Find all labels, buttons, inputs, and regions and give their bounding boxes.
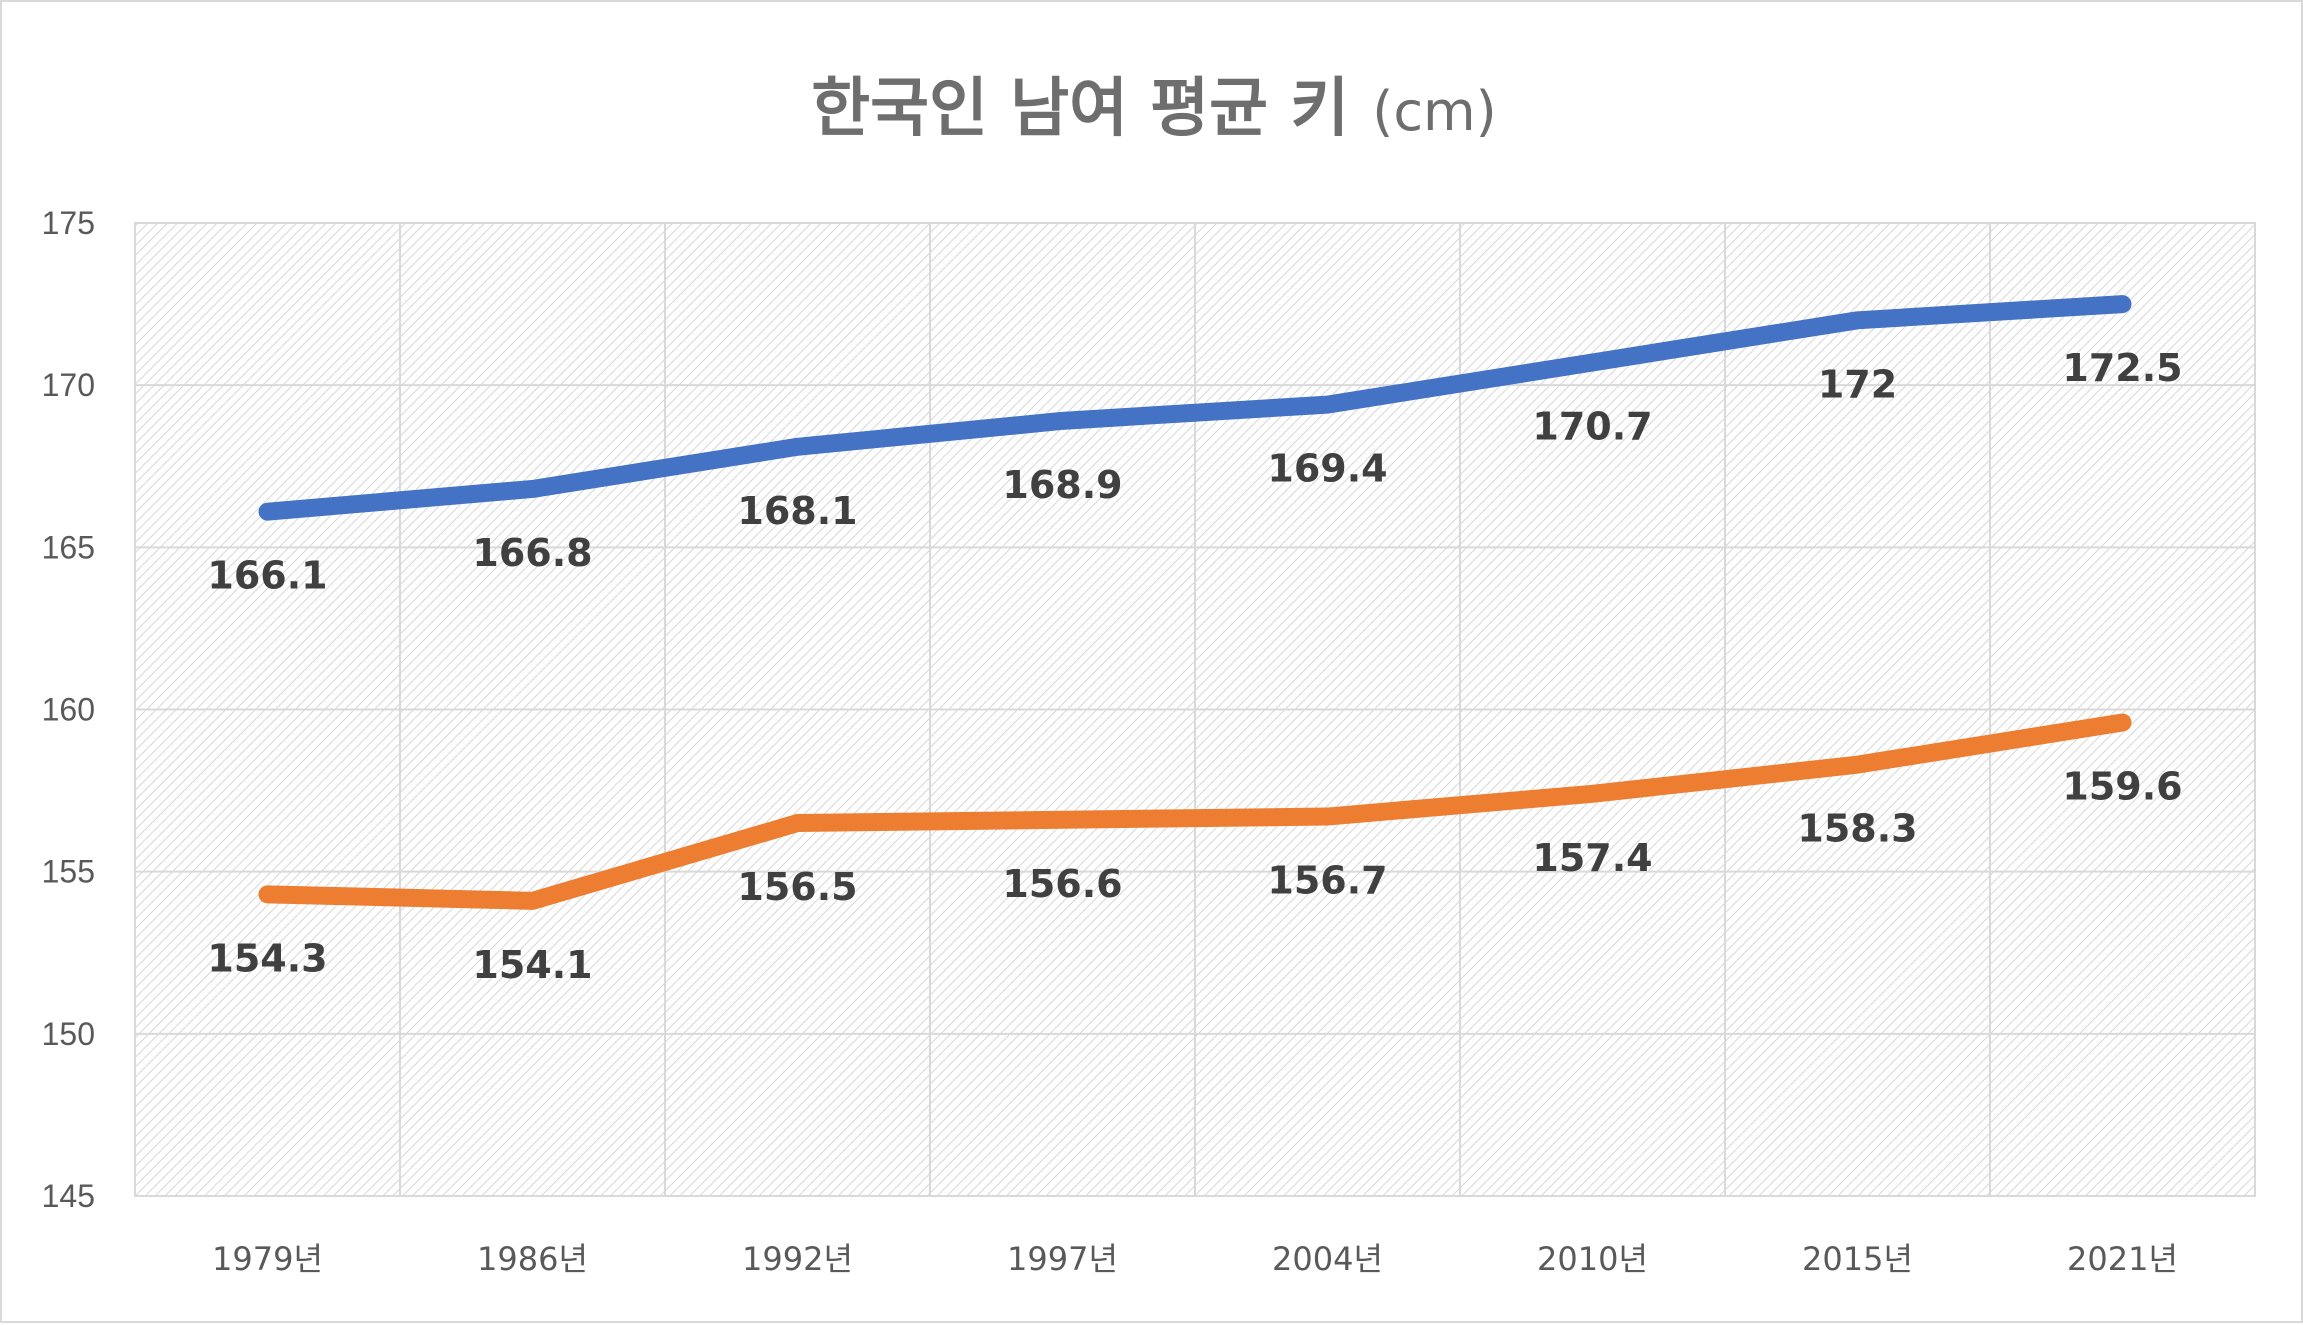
data-label: 156.7 [1267, 859, 1387, 903]
y-tick-label: 175 [42, 205, 95, 241]
data-labels: 166.1 166.8 168.1 168.9 169.4 170.7 172 172.5 15… [207, 346, 2182, 987]
data-label: 154.1 [472, 943, 592, 987]
chart-title-unit: (cm) [1372, 80, 1496, 143]
y-tick-label: 170 [42, 367, 95, 403]
data-label: 159.6 [2062, 764, 2182, 808]
y-tick-label: 150 [42, 1016, 95, 1052]
x-axis: 1979년 1986년 1992년 1997년 2004년 2010년 2015년 2021년 [212, 1240, 2178, 1278]
y-tick-label: 165 [42, 529, 95, 565]
data-label: 170.7 [1532, 404, 1652, 448]
x-tick-label: 2021년 [2067, 1240, 2178, 1278]
series-lines [258, 295, 2132, 910]
y-tick-label: 145 [42, 1178, 95, 1214]
y-tick-label: 160 [42, 692, 95, 728]
x-tick-label: 1992년 [742, 1240, 853, 1278]
data-label: 156.5 [737, 865, 857, 909]
series-line-2 [258, 713, 2132, 910]
data-label: 158.3 [1797, 807, 1917, 851]
data-label: 172.5 [2062, 346, 2182, 390]
x-tick-label: 2015년 [1802, 1240, 1913, 1278]
data-label: 172 [1818, 362, 1897, 406]
x-tick-label: 2004년 [1272, 1240, 1383, 1278]
chart-title-main: 한국인 남여 평균 키 [811, 72, 1349, 146]
data-label: 156.6 [1002, 862, 1122, 906]
data-label: 168.9 [1002, 463, 1122, 507]
data-label: 169.4 [1267, 447, 1387, 491]
gridlines [135, 222, 2255, 1197]
data-label: 166.1 [207, 554, 327, 598]
x-tick-label: 2010년 [1537, 1240, 1648, 1278]
x-tick-label: 1997년 [1007, 1240, 1118, 1278]
y-axis: 145 150 155 160 165 170 175 [42, 205, 95, 1214]
data-label: 166.8 [472, 531, 592, 575]
series-line-1 [258, 295, 2132, 521]
y-tick-label: 155 [42, 854, 95, 890]
x-tick-label: 1986년 [477, 1240, 588, 1278]
data-label: 168.1 [737, 489, 857, 533]
x-tick-label: 1979년 [212, 1240, 323, 1278]
data-label: 154.3 [207, 936, 327, 980]
chart-title: 한국인 남여 평균 키 (cm) [811, 72, 1496, 146]
data-label: 157.4 [1532, 836, 1652, 880]
